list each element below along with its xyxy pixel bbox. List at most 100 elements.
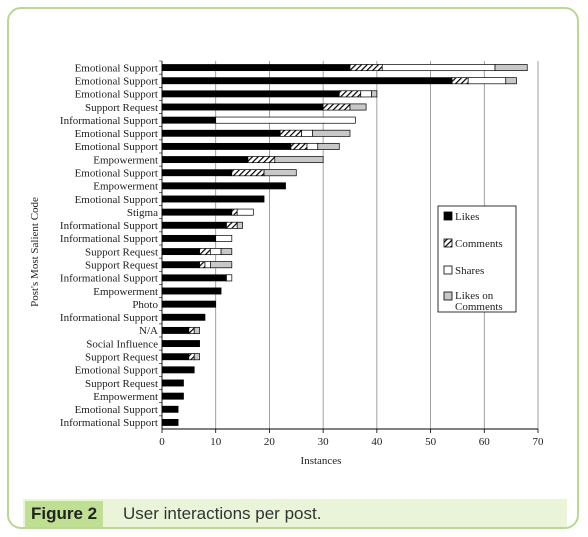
bar-5-shares (301, 129, 313, 137)
y-tick-label-24: Support Request (85, 378, 158, 390)
bar-13-shares (215, 234, 233, 242)
legend-label-likes-on-comments-2: Comments (455, 301, 503, 313)
y-tick-label-5: Emotional Support (75, 128, 158, 140)
bar-7-likes-on-comments (274, 156, 324, 164)
bar-16-shares (226, 274, 233, 282)
bar-1-likes-on-comments (505, 77, 517, 85)
bar-12-comments (226, 221, 238, 229)
legend-label-comments: Comments (455, 238, 503, 250)
x-tick-labels: 0 10 20 30 40 50 60 70 (159, 436, 544, 448)
x-tick-label-2: 20 (264, 436, 276, 448)
legend: Likes Comments Shares Likes on Comments (437, 205, 517, 313)
y-tick-label-1: Emotional Support (75, 76, 158, 88)
bar-20-comments (188, 326, 195, 334)
bar-15-likes (161, 261, 200, 269)
y-tick-label-25: Empowerment (93, 391, 158, 403)
bar-0-likes (161, 64, 351, 72)
bar-7-comments (247, 156, 276, 164)
bar-8-likes-on-comments (263, 169, 297, 177)
bar-4-likes (161, 116, 217, 124)
y-axis-label: Post's Most Salient Code (29, 197, 41, 307)
y-tick-label-7: Empowerment (93, 154, 158, 166)
y-tick-label-19: Informational Support (60, 312, 158, 324)
bar-2-likes-on-comments (371, 90, 378, 98)
figure-caption: Figure 2 User interactions per post. (23, 499, 567, 527)
bar-2-shares (360, 90, 372, 98)
y-tick-label-10: Emotional Support (75, 194, 158, 206)
bar-20-likes-on-comments (193, 326, 200, 334)
bar-10-likes (161, 195, 265, 203)
y-tick-label-27: Informational Support (60, 417, 158, 429)
bar-13-likes (161, 234, 217, 242)
bar-26-likes (161, 405, 179, 413)
y-tick-label-4: Informational Support (60, 115, 158, 127)
y-tick-label-8: Emotional Support (75, 168, 158, 180)
x-tick-label-7: 70 (533, 436, 545, 448)
legend-swatch-shares (443, 265, 453, 275)
legend-swatch-likes (443, 211, 453, 221)
bar-17-likes (161, 287, 222, 295)
bar-4-shares (215, 116, 356, 124)
bar-14-comments (199, 248, 211, 256)
legend-label-shares: Shares (455, 265, 484, 277)
y-tick-label-22: Support Request (85, 352, 158, 364)
y-tick-label-6: Emotional Support (75, 141, 158, 153)
bar-20-likes (161, 326, 190, 334)
bar-6-likes-on-comments (317, 142, 340, 150)
bar-6-shares (306, 142, 319, 150)
bar-22-likes (161, 353, 190, 361)
bar-5-comments (279, 129, 303, 137)
y-tick-label-12: Informational Support (60, 220, 158, 232)
y-tick-label-26: Emotional Support (75, 404, 158, 416)
figure-number: Figure 2 (25, 501, 104, 527)
x-tick-label-0: 0 (159, 436, 165, 448)
bar-22-comments (188, 353, 195, 361)
bar-1-shares (467, 77, 507, 85)
bar-8-comments (231, 169, 265, 177)
figure-frame: Emotional Support Emotional Support Emotio… (7, 7, 579, 529)
bar-27-likes (161, 418, 179, 426)
x-tick-label-4: 40 (371, 436, 383, 448)
y-tick-label-16: Informational Support (60, 273, 158, 285)
y-tick-label-21: Social Influence (86, 338, 158, 350)
bar-7-likes (161, 156, 249, 164)
bar-6-comments (290, 142, 308, 150)
bar-22-likes-on-comments (193, 353, 200, 361)
y-tick-label-20: N/A (139, 325, 158, 337)
bar-14-likes-on-comments (220, 248, 233, 256)
bar-24-likes (161, 379, 184, 387)
bar-23-likes (161, 366, 195, 374)
bar-15-likes-on-comments (209, 261, 233, 269)
y-tick-label-13: Informational Support (60, 233, 158, 245)
bars (161, 64, 528, 426)
bar-3-comments (322, 103, 351, 111)
bar-9-likes (161, 182, 286, 190)
x-tick-label-3: 30 (318, 436, 330, 448)
bar-5-likes-on-comments (312, 129, 351, 137)
bar-15-shares (204, 261, 211, 269)
bar-21-likes (161, 340, 200, 348)
bar-11-comments (231, 208, 238, 216)
x-tick-label-1: 10 (210, 436, 222, 448)
bar-8-likes (161, 169, 233, 177)
y-tick-label-18: Photo (132, 299, 158, 311)
bar-0-likes-on-comments (494, 64, 528, 72)
bar-2-likes (161, 90, 340, 98)
bar-16-likes (161, 274, 227, 282)
bar-6-likes (161, 142, 292, 150)
y-tick-label-15: Support Request (85, 260, 158, 272)
y-tick-label-17: Empowerment (93, 286, 158, 298)
bar-14-shares (209, 248, 222, 256)
y-tick-label-2: Emotional Support (75, 89, 158, 101)
figure-caption-text: User interactions per post. (123, 504, 322, 523)
bar-2-comments (338, 90, 362, 98)
y-tick-label-9: Empowerment (93, 181, 158, 193)
legend-swatch-comments (443, 238, 453, 248)
y-tick-label-23: Emotional Support (75, 365, 158, 377)
bar-18-likes (161, 300, 217, 308)
bar-3-likes (161, 103, 324, 111)
bar-1-comments (451, 77, 469, 85)
bar-11-shares (236, 208, 254, 216)
